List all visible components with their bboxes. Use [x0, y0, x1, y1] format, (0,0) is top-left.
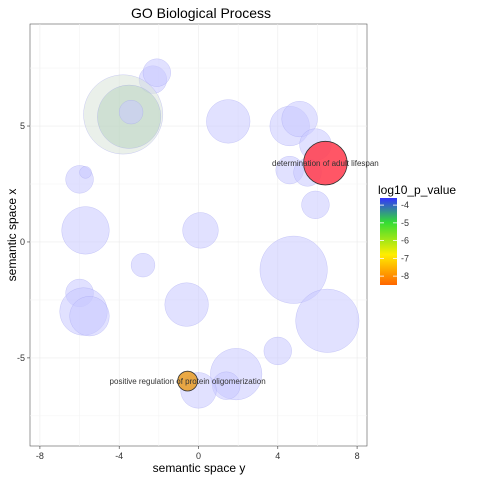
y-tick-label: 0 — [20, 237, 25, 247]
data-point — [206, 99, 251, 144]
legend-tick-label: -8 — [401, 271, 409, 281]
legend-title: log10_p_value — [378, 183, 456, 197]
legend-tick-label: -6 — [401, 236, 409, 246]
y-axis-label: semantic space x — [5, 189, 19, 282]
data-point — [301, 190, 330, 219]
data-point — [182, 212, 219, 249]
legend-ticks: -4 -5 -6 -7 -8 — [380, 200, 409, 281]
data-point — [142, 58, 171, 87]
x-tick-label: -4 — [115, 451, 123, 461]
data-point — [263, 336, 292, 366]
data-point — [303, 140, 348, 186]
data-point — [164, 282, 209, 327]
x-tick-label: -8 — [36, 451, 44, 461]
legend-colorbar — [380, 198, 397, 285]
x-axis: -8 -4 0 4 8 — [36, 446, 360, 461]
legend-tick-label: -7 — [401, 253, 409, 263]
legend-tick-label: -4 — [401, 200, 409, 210]
chart-title: GO Biological Process — [131, 5, 271, 21]
y-tick-label: -5 — [17, 353, 25, 363]
x-tick-label: 0 — [196, 451, 201, 461]
data-point — [130, 253, 156, 278]
data-point — [281, 101, 318, 138]
y-axis: 5 0 -5 — [17, 121, 30, 363]
data-point — [119, 100, 144, 125]
x-axis-label: semantic space y — [153, 461, 246, 475]
data-point — [177, 370, 198, 392]
point-label: positive regulation of protein oligomeri… — [110, 377, 266, 386]
data-point — [61, 206, 110, 255]
legend: log10_p_value -4 -5 -6 -7 -8 — [378, 183, 456, 285]
annotations: determination of adult lifespan positive … — [110, 159, 379, 386]
x-tick-label: 4 — [275, 451, 280, 461]
data-point — [295, 288, 360, 353]
legend-tick-label: -5 — [401, 218, 409, 228]
data-point — [69, 296, 110, 337]
y-tick-label: 5 — [20, 121, 25, 131]
point-label: determination of adult lifespan — [272, 159, 379, 168]
data-point — [259, 235, 328, 304]
data-point — [79, 166, 92, 179]
data-points — [59, 58, 360, 409]
x-tick-label: 8 — [355, 451, 360, 461]
